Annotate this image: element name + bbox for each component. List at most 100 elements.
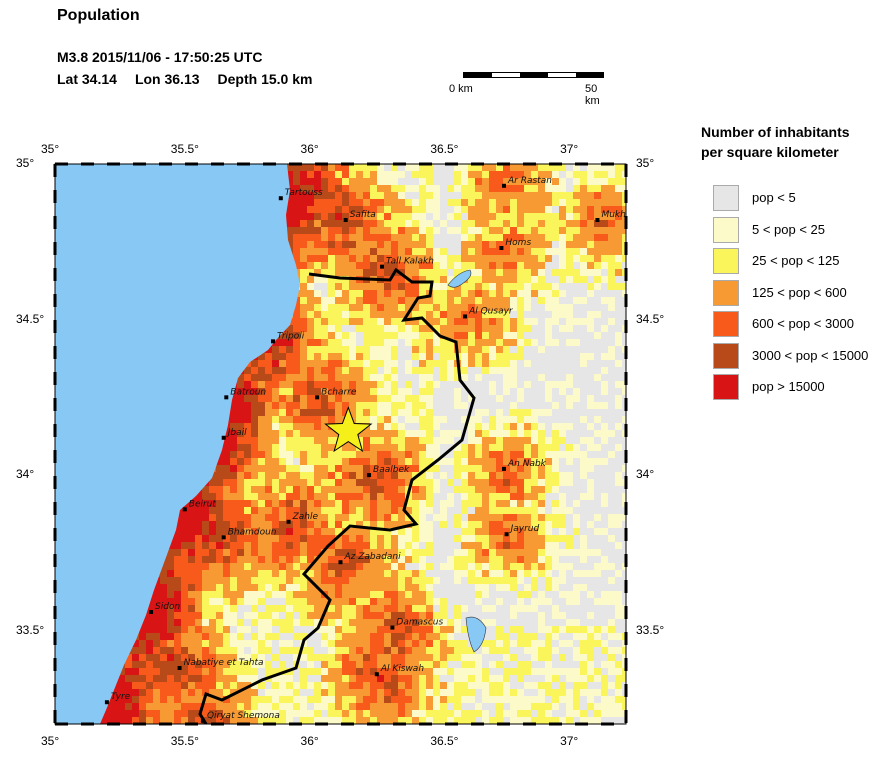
country-border [198, 267, 476, 724]
city-label: Bhamdoun [228, 527, 277, 537]
city-marker-icon [177, 666, 182, 670]
tick-label: 34° [636, 467, 655, 482]
legend-title-line1: Number of inhabitants [701, 124, 850, 140]
map-title: Population [57, 7, 140, 24]
tick-label: 36° [300, 142, 319, 156]
event-info: M3.8 2015/11/06 - 17:50:25 UTC [57, 49, 263, 65]
city-label: Tyre [111, 692, 131, 702]
city-marker-icon [149, 610, 154, 614]
city-label: Zahle [292, 512, 319, 522]
city-marker-icon [343, 218, 348, 222]
tick-label: 34.5° [636, 311, 665, 326]
epicenter-star-icon [324, 406, 373, 453]
tick-label: 33.5° [16, 622, 45, 637]
map-frame [53, 162, 628, 726]
scale-end-label: 50 km [585, 83, 600, 107]
tick-label: 35° [16, 156, 35, 170]
tick-label: 37° [560, 734, 579, 748]
city-label: Tripoli [277, 331, 305, 341]
legend-swatch [713, 342, 739, 369]
legend-title-line2: per square kilometer [701, 144, 839, 160]
city-marker-icon [286, 519, 291, 524]
tick-label: 33.5° [636, 622, 665, 637]
city-marker-icon [271, 339, 276, 344]
tick-label: 36.5° [430, 734, 459, 748]
city-marker-icon [224, 395, 229, 400]
tick-label: 34° [16, 467, 35, 482]
legend-label: 3000 < pop < 15000 [752, 347, 869, 363]
legend-label: 600 < pop < 3000 [752, 316, 854, 331]
city-marker-icon [502, 183, 507, 188]
tick-label: 35° [636, 156, 655, 170]
tick-label: 36° [300, 734, 319, 748]
city-label: Al Kiswah [380, 664, 424, 674]
city-marker-icon [104, 700, 109, 705]
city-label: Tall Kalakh [386, 257, 434, 267]
legend-swatch [713, 374, 739, 400]
city-label: Jayrud [509, 524, 540, 534]
city-marker-icon [338, 560, 343, 565]
city-marker-icon [315, 395, 320, 400]
city-label: Baalbek [373, 465, 410, 475]
city-marker-icon [463, 314, 468, 319]
legend-swatch [713, 185, 739, 211]
city-marker-icon [504, 532, 509, 537]
city-marker-icon [380, 264, 385, 269]
city-label: Safita [350, 210, 376, 220]
city-label: Nabatiye et Tahta [184, 658, 264, 668]
scale-bar-graphic [463, 72, 604, 78]
tick-label: 35.5° [170, 734, 199, 748]
tick-label: 35.5° [170, 142, 199, 156]
scale-start-label: 0 km [449, 83, 473, 95]
city-marker-icon [182, 507, 187, 512]
legend-swatch [713, 216, 739, 243]
tick-label: 37° [560, 142, 579, 156]
city-markers: Tartouss Safita Ar Rastan Mukh Homs Tall Kala… [104, 176, 626, 723]
lake-homs [447, 269, 472, 288]
city-label: Qiryat Shemona [207, 711, 280, 721]
city-label: Damascus [396, 618, 443, 628]
depth-text: Depth 15.0 km [217, 71, 313, 87]
city-label: An Nabk [507, 459, 547, 469]
legend-label: pop < 5 [752, 190, 796, 205]
tick-label: 36.5° [430, 142, 459, 156]
tick-label: 35° [41, 142, 60, 156]
city-label: Jbail [226, 428, 247, 438]
city-marker-icon [595, 218, 600, 222]
location-info: Lat 34.14 Lon 36.13 Depth 15.0 km [57, 71, 330, 87]
legend-label: 25 < pop < 125 [752, 253, 840, 268]
legend-swatch [713, 279, 739, 306]
city-marker-icon [367, 473, 372, 478]
city-marker-icon [200, 718, 205, 723]
city-marker-icon [278, 196, 283, 201]
scale-bar: 0 km 50 km [449, 70, 604, 107]
lake-damascus [465, 616, 487, 653]
legend-label: 5 < pop < 25 [752, 221, 826, 237]
city-marker-icon [221, 535, 226, 540]
city-label: Homs [505, 238, 531, 248]
city-label: Sidon [155, 602, 180, 612]
city-label: Az Zabadani [344, 552, 402, 562]
city-label: Al Qusayr [468, 306, 514, 316]
city-marker-icon [390, 625, 395, 630]
city-label: Tartouss [285, 188, 323, 198]
mediterranean-sea [55, 164, 300, 724]
city-marker-icon [499, 246, 504, 250]
city-label: Mukh [601, 210, 626, 220]
city-label: Batroun [230, 387, 266, 397]
city-label: Bcharre [321, 387, 357, 397]
latitude-text: Lat 34.14 [57, 71, 117, 87]
city-marker-icon [502, 466, 507, 471]
tick-label: 34.5° [16, 311, 45, 326]
city-label: Beirut [189, 499, 217, 509]
legend-swatch [713, 248, 739, 274]
city-marker-icon [374, 672, 379, 677]
longitude-text: Lon 36.13 [134, 71, 200, 87]
city-label: Ar Rastan [507, 176, 552, 186]
city-marker-icon [221, 435, 226, 440]
legend-swatch [713, 311, 739, 337]
legend-title: Number of inhabitants per square kilomet… [701, 122, 850, 162]
legend-label: pop > 15000 [752, 379, 825, 394]
tick-label: 35° [41, 734, 60, 748]
